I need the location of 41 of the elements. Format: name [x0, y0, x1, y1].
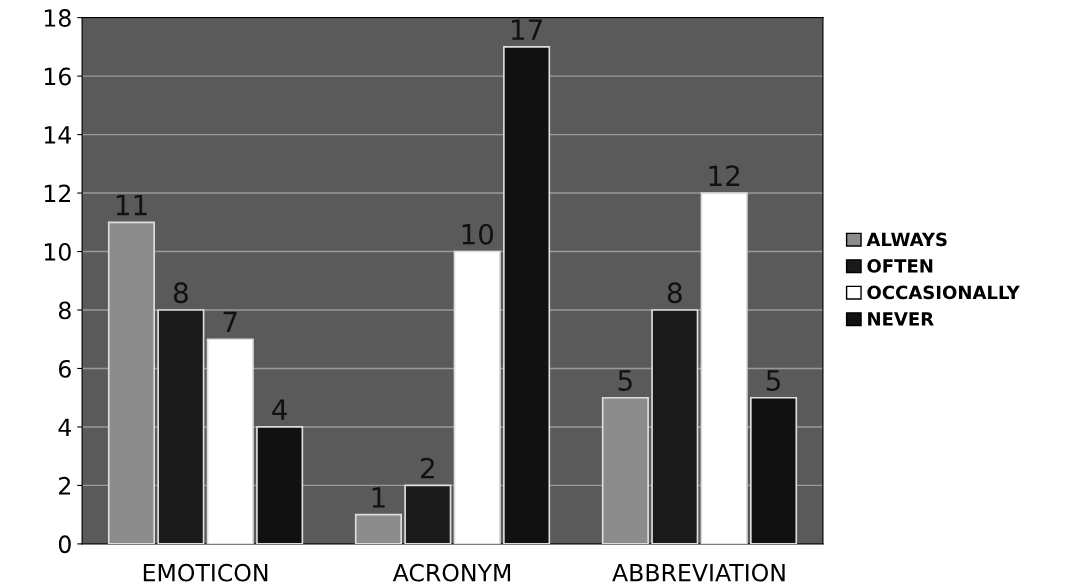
data-label: 5	[766, 370, 780, 391]
y-tick-label: 0	[58, 535, 71, 554]
data-label: 8	[173, 282, 188, 304]
bar	[453, 250, 501, 544]
data-label: 5	[618, 370, 632, 391]
data-label: 17	[511, 19, 542, 40]
y-tick-label: 18	[44, 9, 71, 27]
bar	[750, 396, 798, 544]
data-label: 8	[667, 282, 682, 304]
bar	[206, 338, 254, 544]
y-tick-label: 4	[58, 418, 72, 436]
bar	[601, 396, 649, 544]
y-tick-label: 14	[44, 126, 72, 144]
bar	[651, 309, 699, 544]
bar	[107, 221, 156, 544]
y-tick-label: 12	[44, 184, 70, 203]
data-label: 7	[223, 311, 237, 333]
legend-label: NEVER	[868, 312, 934, 326]
y-tick-label: 6	[58, 359, 71, 378]
y-tick-label: 8	[58, 301, 71, 320]
data-label: 4	[272, 399, 287, 420]
y-tick-label: 10	[44, 242, 71, 261]
data-label: 2	[421, 457, 434, 479]
x-tick-label: ABBREVIATION	[612, 563, 785, 582]
bar	[256, 426, 304, 544]
x-tick-label: EMOTICON	[143, 563, 268, 582]
data-label: 1	[372, 487, 385, 508]
legend-label: OCCASIONALLY	[867, 285, 1020, 300]
bar	[157, 309, 205, 544]
legend-label: OFTEN	[867, 259, 933, 273]
bar	[700, 192, 748, 544]
data-label: 10	[462, 223, 494, 245]
x-tick-label: ACRONYM	[392, 563, 511, 582]
y-tick-label: 16	[44, 67, 71, 86]
bar	[354, 513, 402, 544]
bar	[503, 46, 551, 544]
data-label: 11	[116, 194, 147, 216]
data-label: 12	[709, 165, 740, 186]
bar	[404, 484, 452, 544]
legend-label: ALWAYS	[866, 232, 947, 247]
y-tick-label: 2	[59, 476, 70, 495]
